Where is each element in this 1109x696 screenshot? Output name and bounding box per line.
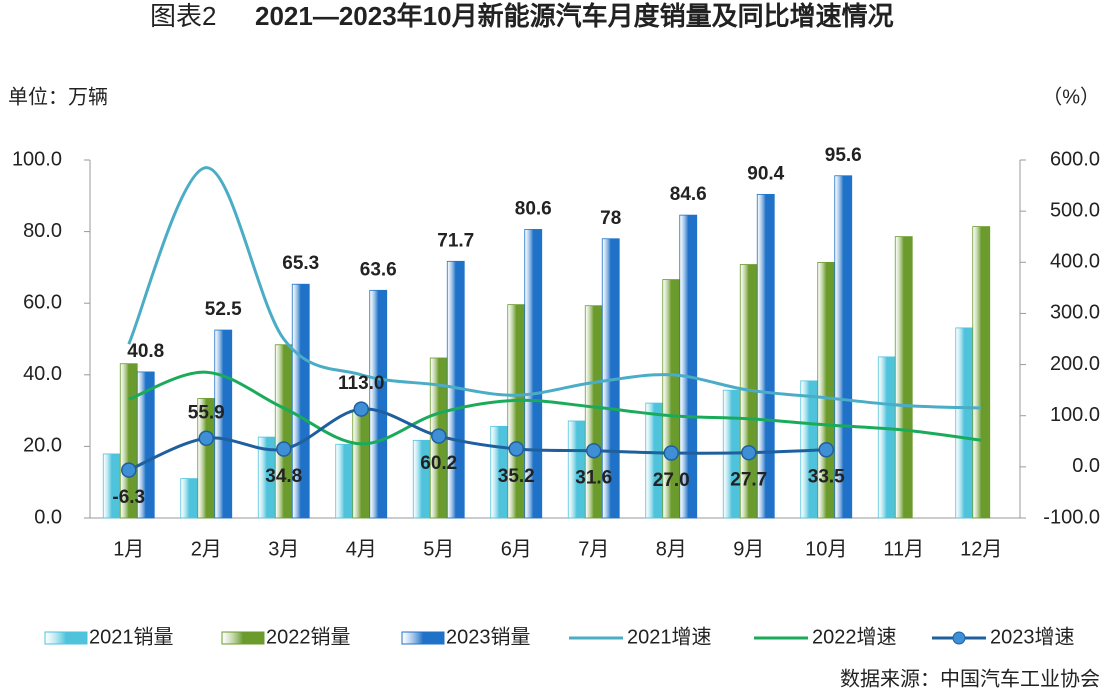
data-label: -6.3 [112, 487, 145, 508]
bar [679, 214, 698, 519]
y-tick-label: 80.0 [23, 220, 62, 242]
legend-label: 2021销量 [89, 625, 174, 648]
legend-swatch [221, 631, 265, 645]
y2-tick-label: -100.0 [1043, 506, 1100, 528]
marker [741, 444, 757, 461]
y2-tick-label: 500.0 [1050, 199, 1100, 221]
x-tick-label: 8月 [656, 538, 687, 560]
data-label: 90.4 [747, 163, 784, 184]
y-tick-label: 100.0 [12, 148, 62, 170]
marker [121, 462, 137, 478]
data-label: 27.0 [653, 470, 690, 491]
data-label: 55.9 [188, 402, 225, 423]
marker [586, 442, 602, 459]
y2-axis-label: （%） [1042, 85, 1100, 108]
bar [274, 344, 293, 519]
bar [352, 410, 371, 519]
line [128, 407, 827, 472]
y-axis-label: 单位：万辆 [8, 85, 108, 108]
line [128, 370, 982, 446]
x-tick-label: 3月 [268, 538, 299, 560]
data-label: 65.3 [282, 253, 319, 274]
data-label: 31.6 [575, 468, 612, 489]
bar [645, 402, 664, 519]
legend-label: 2022销量 [266, 625, 351, 648]
bar [412, 439, 431, 519]
data-label: 27.7 [730, 470, 767, 491]
marker [198, 430, 214, 447]
data-label: 80.6 [515, 198, 552, 219]
data-label: 33.5 [808, 467, 845, 488]
y2-tick-label: 300.0 [1050, 302, 1100, 324]
legend-label: 2023增速 [990, 625, 1075, 648]
bar [524, 229, 543, 519]
x-tick-label: 1月 [113, 538, 144, 560]
data-label: 78 [600, 208, 621, 229]
marker [663, 445, 679, 461]
y2-tick-label: 200.0 [1050, 353, 1100, 375]
data-label: 34.8 [265, 466, 302, 487]
bar [972, 226, 991, 519]
marker [353, 401, 369, 417]
bar [214, 329, 233, 519]
bar [834, 175, 853, 519]
bar [180, 478, 199, 519]
y2-tick-label: 400.0 [1050, 251, 1100, 273]
data-label: 40.8 [127, 341, 164, 362]
bar [369, 289, 388, 519]
x-tick-label: 12月 [960, 538, 1002, 560]
x-tick-label: 5月 [423, 538, 454, 560]
y-tick-label: 20.0 [23, 435, 62, 457]
data-label: 84.6 [670, 184, 707, 205]
marker [508, 441, 524, 457]
chart-title: 2021—2023年10月新能源汽车月度销量及同比增速情况 [255, 1, 894, 31]
line [127, 166, 982, 410]
data-label: 63.6 [360, 259, 397, 280]
bar [335, 443, 354, 519]
bar [756, 193, 775, 519]
bar [291, 283, 310, 519]
x-tick-label: 7月 [578, 538, 609, 560]
data-label: 60.2 [420, 453, 457, 474]
y-tick-label: 40.0 [23, 363, 62, 385]
marker [431, 428, 447, 444]
source: 数据来源：中国汽车工业协会 [840, 667, 1100, 690]
bar [102, 453, 121, 519]
legend-swatch [401, 631, 445, 645]
data-label: 95.6 [825, 145, 862, 166]
x-tick-label: 4月 [346, 538, 377, 560]
marker [276, 441, 292, 457]
x-tick-label: 9月 [733, 538, 764, 560]
bar [877, 356, 896, 519]
y2-tick-label: 100.0 [1050, 404, 1100, 426]
x-tick-label: 11月 [883, 538, 924, 560]
x-tick-label: 6月 [501, 538, 532, 560]
x-tick-label: 10月 [805, 538, 847, 560]
legend-label: 2021增速 [627, 625, 712, 648]
data-label: 71.7 [437, 230, 474, 251]
y-tick-label: 0.0 [34, 506, 62, 528]
y-tick-label: 60.0 [23, 291, 62, 313]
legend-label: 2022增速 [812, 625, 897, 648]
bar [136, 371, 155, 519]
y2-tick-label: 0.0 [1072, 455, 1100, 477]
marker [818, 441, 834, 458]
data-label: 52.5 [205, 299, 242, 320]
y2-tick-label: 600.0 [1050, 148, 1100, 170]
data-label: 35.2 [498, 466, 535, 487]
bar [894, 236, 913, 519]
figure-label: 图表2 [150, 1, 216, 31]
x-tick-label: 2月 [191, 538, 222, 560]
bar [955, 327, 974, 519]
legend-label: 2023销量 [446, 625, 531, 648]
data-label: 113.0 [338, 373, 385, 394]
legend-marker [952, 631, 966, 645]
legend-swatch [44, 631, 88, 645]
